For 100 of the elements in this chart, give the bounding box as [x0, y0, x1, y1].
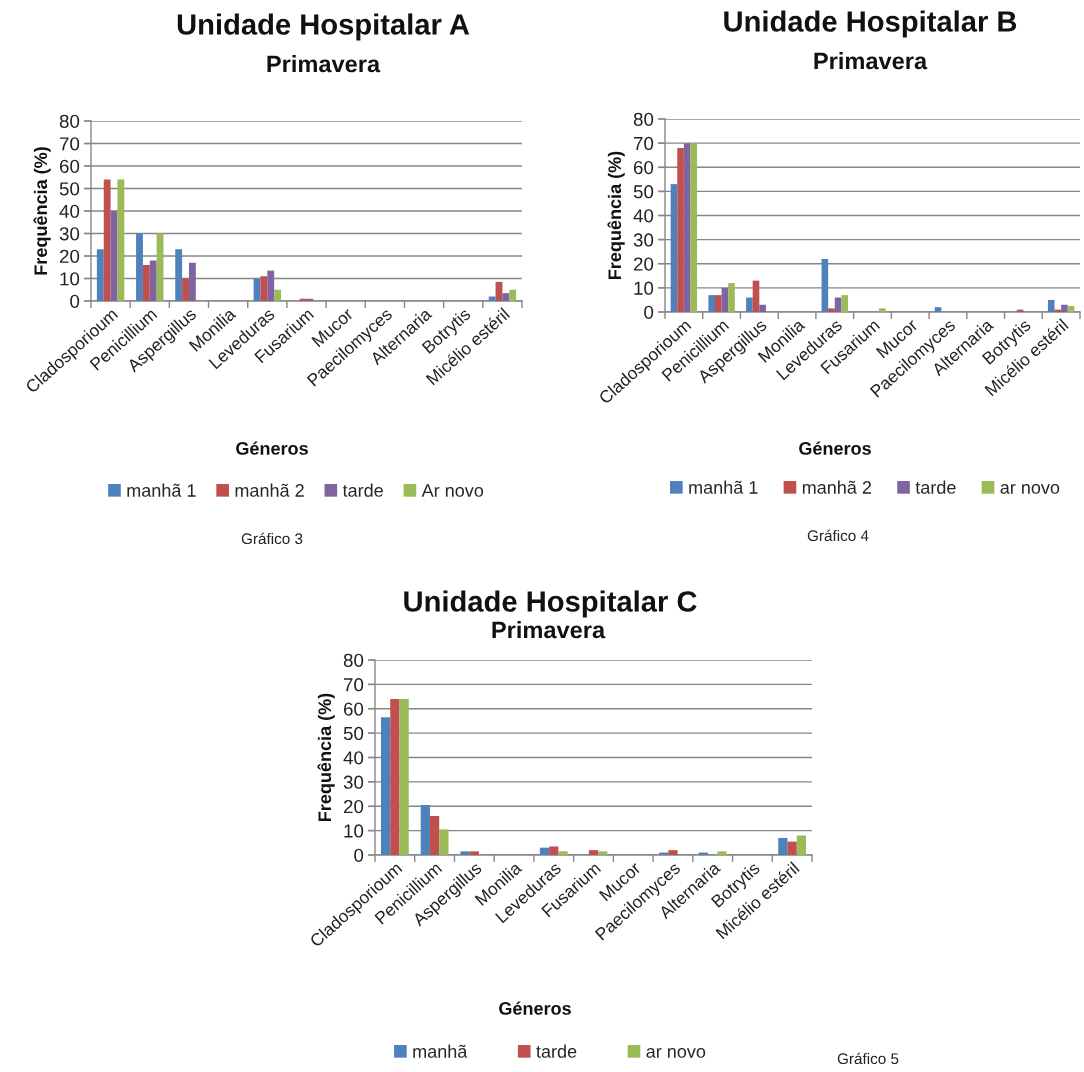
chart-title: Unidade Hospitalar A	[177, 13, 470, 41]
bar	[759, 304, 766, 312]
bar	[142, 265, 150, 301]
bar	[399, 699, 409, 855]
bar	[787, 841, 797, 855]
bar	[668, 850, 678, 855]
bar	[728, 283, 735, 312]
y-tick-label: 20	[343, 799, 364, 814]
y-tick-label: 70	[60, 137, 80, 151]
y-tick-label: 40	[633, 209, 654, 223]
bar	[274, 289, 282, 301]
text: Gráfico 3	[241, 532, 303, 545]
bar	[149, 260, 157, 301]
x-axis-title: Géneros	[499, 1001, 571, 1015]
bar	[778, 837, 788, 855]
bar	[390, 699, 400, 855]
legend-label: Ar novo	[421, 484, 484, 497]
legend-label: tarde	[342, 483, 383, 497]
bar	[796, 835, 807, 855]
y-tick-label: 60	[633, 160, 654, 175]
bar	[1047, 299, 1055, 312]
bar	[103, 179, 111, 301]
bar	[708, 295, 715, 312]
bar	[260, 276, 268, 301]
y-axis-title: Frequência (%)	[607, 151, 625, 279]
bar	[746, 297, 753, 312]
bar	[136, 233, 143, 301]
bar	[821, 258, 829, 312]
y-tick-label: 80	[59, 114, 80, 128]
y-tick-label: 60	[59, 159, 80, 173]
bar	[588, 850, 599, 855]
bar	[182, 278, 189, 301]
bar	[117, 179, 125, 301]
bar	[439, 829, 449, 855]
bar	[841, 295, 848, 312]
bar	[558, 851, 568, 855]
legend-label: manhã	[413, 1044, 468, 1058]
y-tick-label: 50	[59, 182, 80, 196]
bar	[1061, 304, 1068, 312]
y-tick-label: 0	[70, 294, 80, 308]
y-tick-label: 80	[343, 653, 364, 667]
bar	[488, 296, 496, 301]
y-tick-label: 30	[59, 227, 80, 241]
bar	[683, 143, 691, 312]
legend-label: manhã 1	[127, 483, 196, 497]
y-tick-label: 10	[634, 281, 654, 295]
bar	[429, 816, 440, 855]
bar	[598, 851, 608, 855]
y-tick-label: 40	[343, 751, 364, 765]
y-tick-label: 50	[633, 185, 654, 199]
bar	[714, 295, 722, 312]
text: Gráfico 5	[837, 1052, 899, 1065]
bar	[380, 717, 391, 855]
y-tick-label: 0	[354, 848, 364, 862]
legend-label: tarde	[915, 480, 956, 494]
legend-label: manhã 1	[689, 480, 758, 494]
bar	[690, 143, 698, 312]
bar	[717, 851, 727, 855]
bar	[677, 147, 684, 312]
y-tick-label: 10	[60, 272, 80, 286]
bar	[539, 847, 550, 855]
y-tick-label: 70	[344, 678, 364, 692]
y-tick-label: 30	[343, 775, 364, 789]
chart-subtitle: Primavera	[267, 55, 381, 73]
bar	[1067, 305, 1075, 312]
bar	[828, 308, 835, 312]
y-axis-title: Frequência (%)	[317, 693, 335, 821]
bar	[96, 249, 104, 301]
bar	[752, 280, 760, 312]
y-tick-label: 20	[59, 249, 80, 263]
bar	[188, 262, 196, 301]
y-tick-label: 30	[633, 233, 654, 247]
y-tick-label: 40	[59, 204, 80, 218]
y-tick-label: 70	[634, 136, 654, 151]
legend-label: manhã 2	[235, 483, 304, 497]
bar	[879, 308, 886, 312]
legend-label: ar novo	[1000, 483, 1060, 494]
chart-title: Unidade Hospitalar C	[404, 590, 697, 618]
bar	[420, 805, 430, 855]
text: Gráfico 4	[807, 529, 869, 542]
x-axis-title: Géneros	[799, 441, 871, 455]
bar	[267, 270, 275, 301]
bar	[502, 293, 510, 301]
bar	[469, 851, 479, 855]
bar	[175, 249, 183, 301]
chart-subtitle: Primavera	[814, 52, 928, 70]
x-axis-title: Géneros	[236, 441, 308, 455]
chart-subtitle: Primavera	[492, 620, 606, 639]
legend-label: tarde	[536, 1044, 577, 1058]
legend-label: ar novo	[646, 1047, 706, 1058]
y-tick-label: 60	[343, 702, 364, 716]
y-tick-label: 0	[644, 305, 654, 319]
y-tick-label: 80	[633, 112, 654, 126]
legend-label: manhã 2	[802, 480, 872, 494]
bar	[460, 851, 470, 855]
bar	[670, 184, 678, 312]
y-tick-label: 20	[633, 257, 654, 271]
bar	[549, 846, 559, 855]
bar	[509, 289, 517, 301]
bar	[299, 298, 307, 301]
